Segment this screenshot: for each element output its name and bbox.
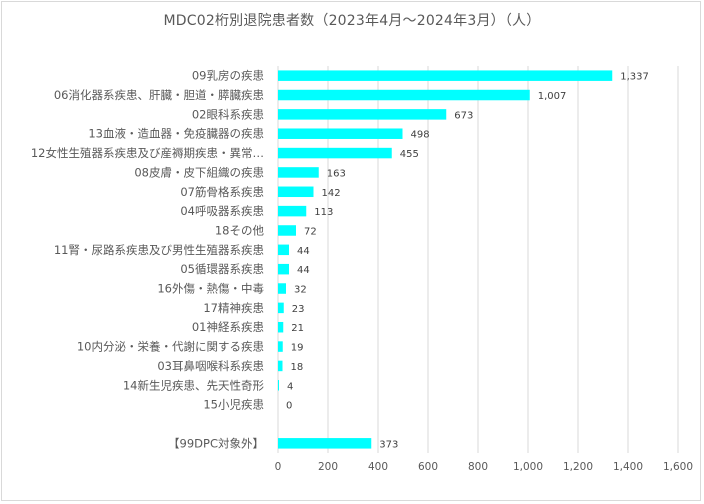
category-label: 08皮膚・皮下組織の疾患 bbox=[134, 165, 264, 179]
x-tick-label: 1,600 bbox=[663, 461, 693, 473]
x-tick-label: 1,400 bbox=[613, 461, 643, 473]
category-label: 12女性生殖器系疾患及び産褥期疾患・異常… bbox=[31, 146, 264, 160]
data-label: 32 bbox=[294, 285, 307, 296]
x-tick-label: 0 bbox=[275, 461, 282, 473]
x-tick-label: 200 bbox=[318, 461, 338, 473]
bar bbox=[278, 128, 403, 139]
data-label: 4 bbox=[287, 381, 293, 392]
bar bbox=[278, 244, 289, 256]
x-tick-label: 1,000 bbox=[513, 461, 543, 473]
category-label: 13血液・造血器・免疫臓器の疾患 bbox=[88, 127, 264, 141]
data-label: 0 bbox=[286, 401, 292, 412]
category-label: 01神経系疾患 bbox=[192, 320, 264, 334]
bar bbox=[278, 438, 372, 449]
bar bbox=[278, 70, 613, 81]
bar bbox=[278, 302, 284, 314]
category-label: 18その他 bbox=[215, 223, 265, 237]
data-label: 498 bbox=[411, 130, 430, 141]
bar bbox=[278, 109, 447, 120]
bar bbox=[278, 283, 286, 294]
data-label: 142 bbox=[322, 188, 341, 199]
x-tick-label: 800 bbox=[468, 461, 488, 473]
data-label: 455 bbox=[400, 149, 419, 160]
bar bbox=[278, 205, 307, 217]
bar bbox=[278, 263, 289, 275]
data-label: 1,337 bbox=[620, 72, 649, 83]
bar bbox=[278, 341, 283, 352]
category-label: 16外傷・熱傷・中毒 bbox=[157, 282, 264, 296]
category-label: 06消化器系疾患、肝臓・胆道・膵臓疾患 bbox=[54, 88, 264, 102]
chart-title: MDC02桁別退院患者数（2023年4月～2024年3月）（人） bbox=[163, 13, 541, 29]
bar bbox=[278, 89, 530, 101]
data-label: 23 bbox=[292, 304, 305, 315]
category-label: 04呼吸器系疾患 bbox=[180, 204, 264, 218]
category-label: 11腎・尿路系疾患及び男性生殖器系疾患 bbox=[54, 243, 264, 257]
bar bbox=[278, 321, 284, 333]
data-label: 44 bbox=[297, 265, 310, 276]
data-label: 72 bbox=[304, 226, 317, 237]
bar bbox=[278, 380, 279, 391]
bar bbox=[278, 147, 392, 159]
data-label: 21 bbox=[291, 323, 304, 334]
data-label: 19 bbox=[291, 343, 304, 354]
bar bbox=[278, 360, 283, 372]
x-tick-label: 400 bbox=[368, 461, 388, 473]
category-label: 05循環器系疾患 bbox=[180, 262, 264, 276]
category-label: 02眼科系疾患 bbox=[192, 107, 264, 121]
category-label: 10内分泌・栄養・代謝に関する疾患 bbox=[77, 340, 264, 354]
x-tick-label: 600 bbox=[418, 461, 438, 473]
category-label: 09乳房の疾患 bbox=[192, 69, 264, 83]
data-label: 373 bbox=[379, 439, 398, 450]
bar bbox=[278, 186, 314, 198]
category-label: 14新生児疾患、先天性奇形 bbox=[123, 378, 265, 392]
bar bbox=[278, 167, 319, 178]
category-label: 17精神疾患 bbox=[203, 301, 264, 315]
category-label: 03耳鼻咽喉科系疾患 bbox=[157, 359, 264, 373]
category-label: 07筋骨格系疾患 bbox=[180, 185, 264, 199]
category-label: 【99DPC対象外】 bbox=[168, 436, 264, 450]
data-label: 18 bbox=[291, 362, 304, 373]
data-label: 673 bbox=[454, 110, 473, 121]
data-label: 163 bbox=[327, 168, 346, 179]
category-label: 15小児疾患 bbox=[203, 398, 264, 412]
x-tick-label: 1,200 bbox=[563, 461, 593, 473]
data-label: 1,007 bbox=[538, 91, 567, 102]
data-label: 113 bbox=[314, 207, 333, 218]
data-label: 44 bbox=[297, 246, 310, 257]
bar bbox=[278, 225, 296, 236]
